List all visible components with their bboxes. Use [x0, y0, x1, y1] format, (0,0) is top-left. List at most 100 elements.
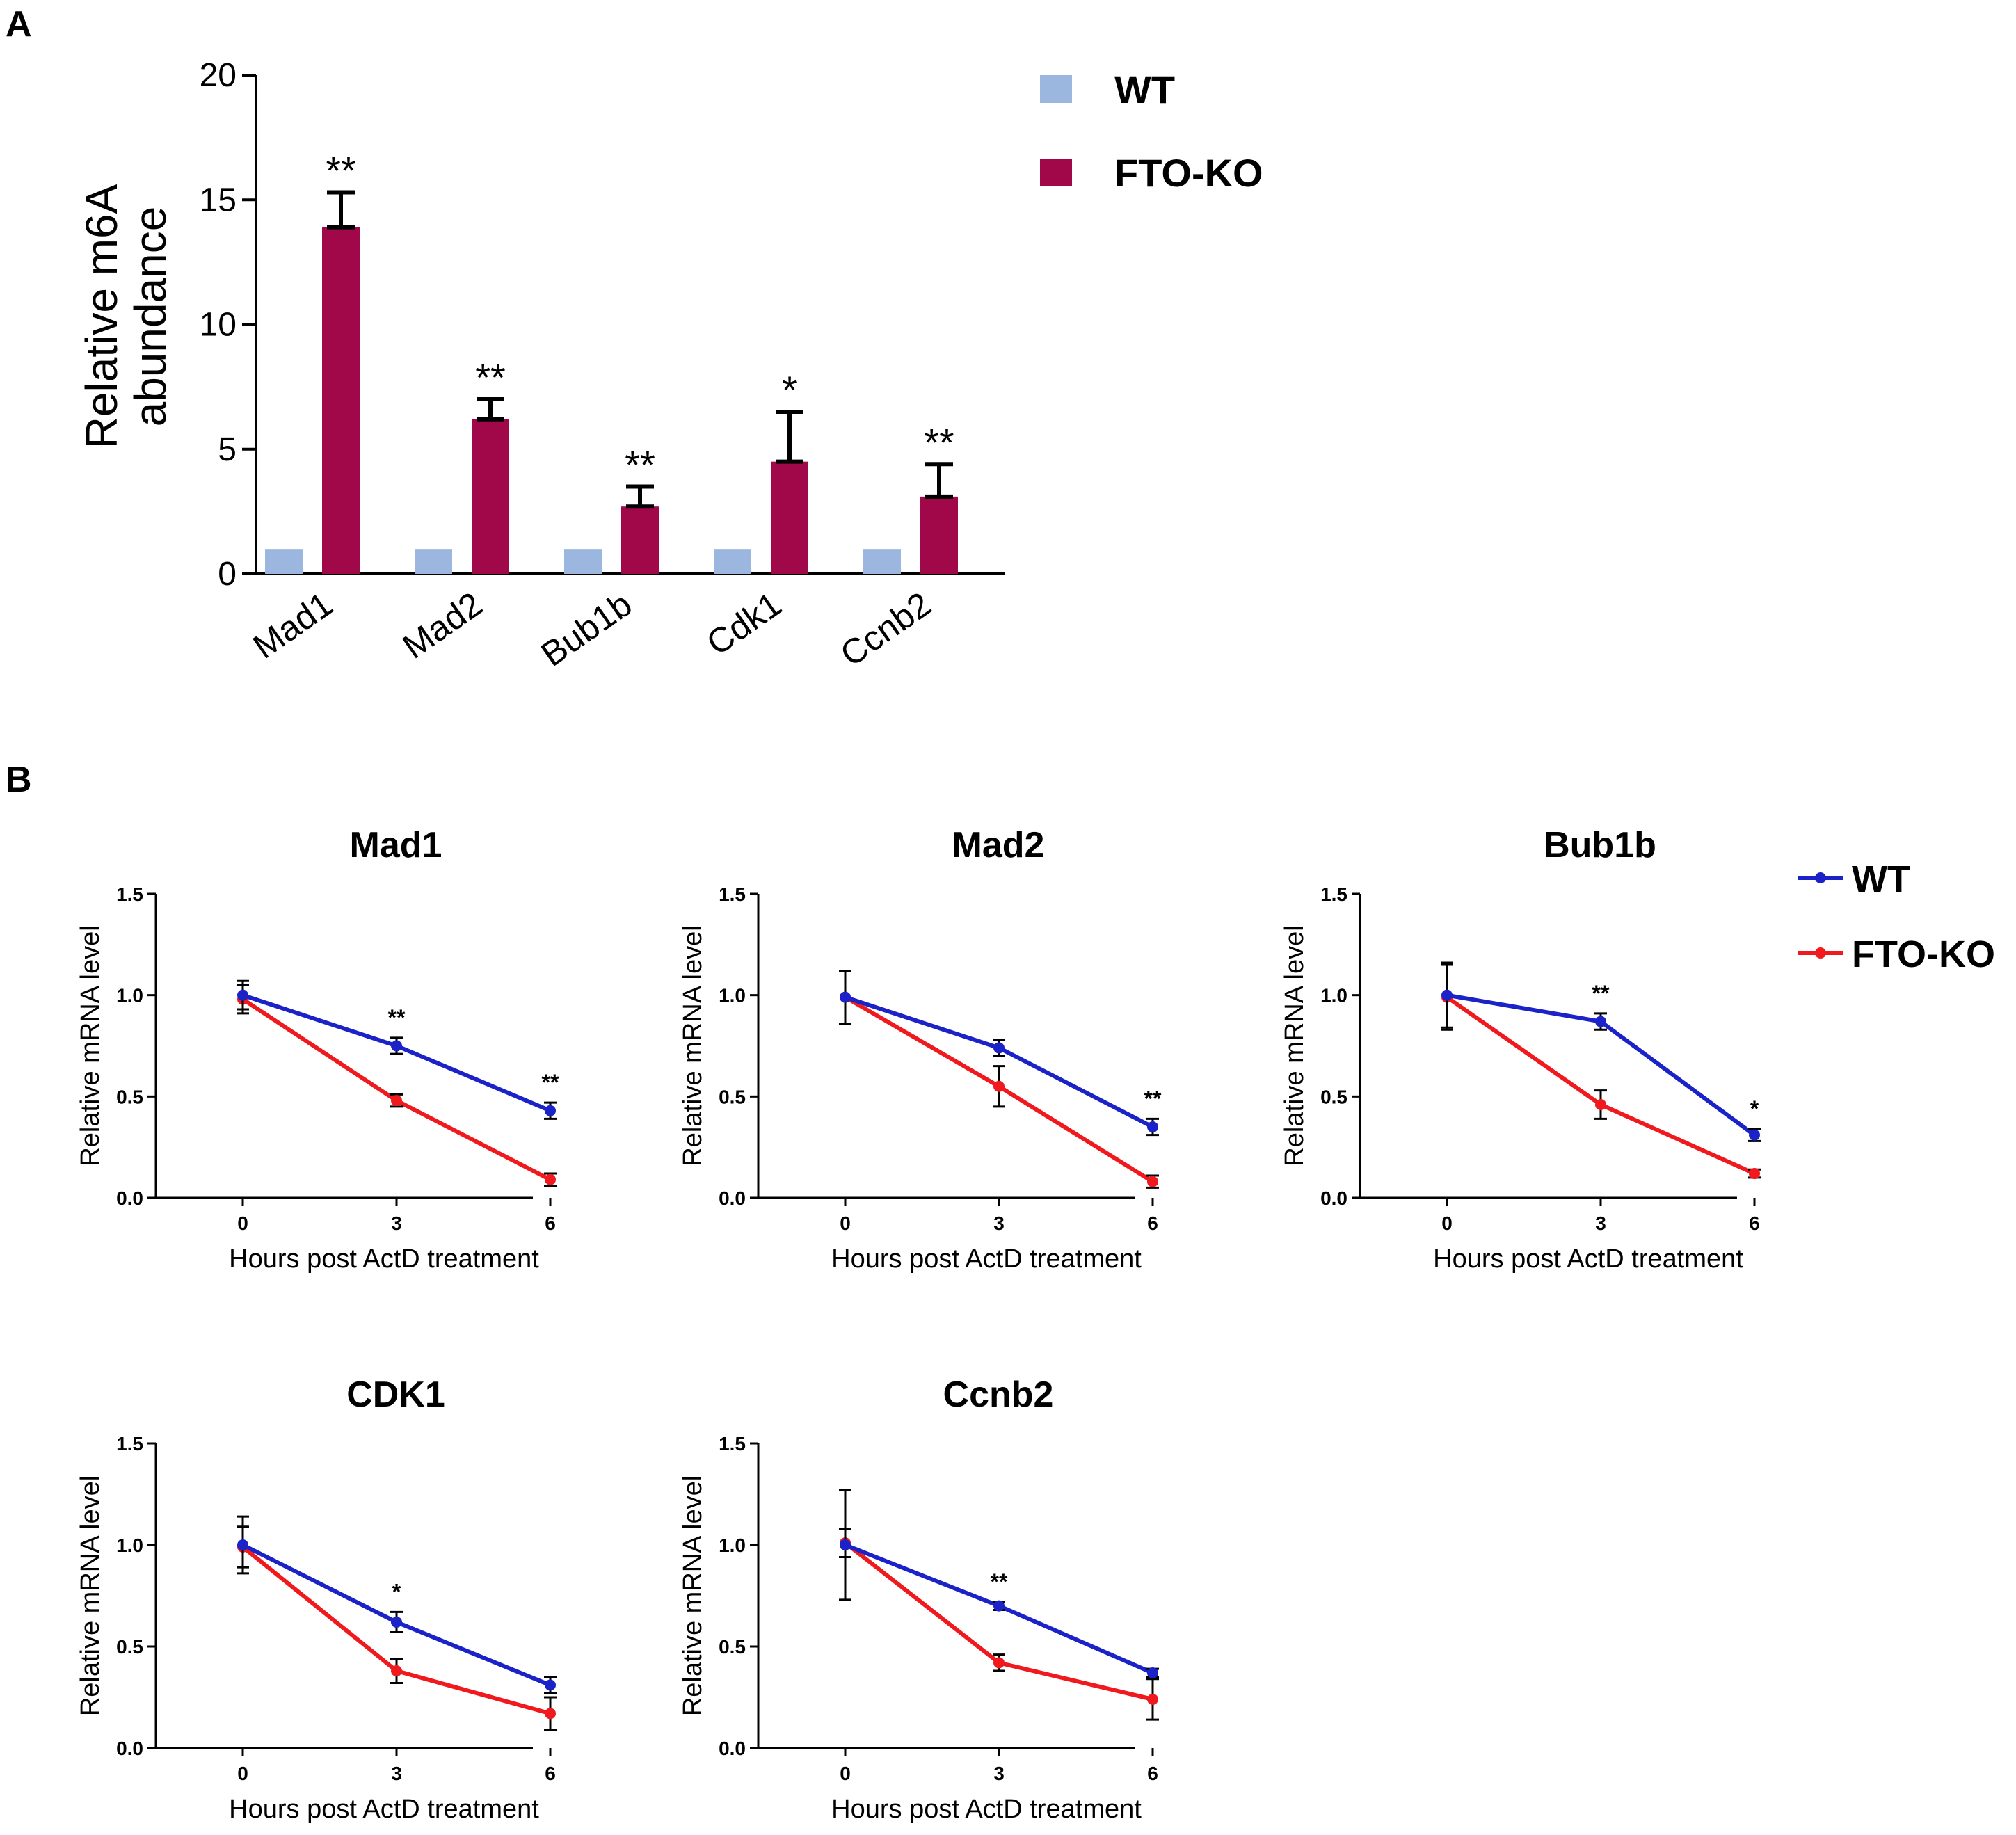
y-axis-title: Relative mRNA level	[76, 1475, 105, 1716]
x-axis-title: Hours post ActD treatment	[1433, 1244, 1743, 1274]
data-point-fto-ko	[1749, 1168, 1760, 1180]
significance-marker: **	[924, 420, 954, 464]
bar-xtick-label: Ccnb2	[833, 584, 938, 674]
bar-wt	[415, 549, 452, 574]
ytick-label: 1.5	[1320, 883, 1347, 905]
xtick-label: 0	[237, 1763, 248, 1784]
bar-xtick-label: Mad2	[396, 584, 490, 666]
legend-marker-wt	[1815, 872, 1826, 883]
bar-fto-ko	[322, 227, 360, 574]
bar-fto-ko	[472, 419, 509, 574]
ytick-label: 1.5	[116, 1433, 143, 1455]
bar-group-mad2: ** Mad2	[396, 355, 509, 666]
bar-group-ccnb2: ** Ccnb2	[833, 420, 958, 674]
x-axis-title: Hours post ActD treatment	[831, 1244, 1142, 1274]
bar-wt	[564, 549, 602, 574]
data-point-fto-ko	[545, 1708, 556, 1720]
data-point-wt	[1147, 1667, 1158, 1678]
ytick-label: 0.5	[116, 1086, 143, 1107]
bar-ytick-label: 5	[218, 431, 237, 468]
bar-wt	[863, 549, 901, 574]
bar-xtick-label: Cdk1	[700, 584, 789, 663]
significance-marker: **	[1144, 1086, 1162, 1111]
data-point-fto-ko	[993, 1657, 1005, 1669]
data-point-wt	[545, 1105, 556, 1116]
subplot-title: Bub1b	[1544, 825, 1656, 865]
legend-marker-fto-ko	[1815, 947, 1826, 959]
data-point-fto-ko	[391, 1095, 402, 1107]
x-axis-title: Hours post ActD treatment	[229, 1795, 539, 1824]
panel-label-b: B	[6, 760, 32, 800]
xtick-label: 6	[545, 1763, 556, 1784]
line-legend: WT FTO-KO	[1798, 858, 1995, 975]
data-point-wt	[993, 1600, 1005, 1612]
data-point-fto-ko	[545, 1173, 556, 1185]
ytick-label: 1.0	[116, 1534, 143, 1556]
xtick-label: 0	[237, 1212, 248, 1234]
xtick-label: 3	[391, 1763, 402, 1784]
data-point-fto-ko	[391, 1665, 402, 1677]
legend-label-wt: WT	[1852, 858, 1910, 900]
bar-ylabel-line: abundance	[125, 207, 175, 427]
data-point-wt	[840, 1539, 851, 1550]
data-point-wt	[993, 1042, 1005, 1054]
xtick-label: 3	[1595, 1212, 1606, 1234]
xtick-label: 3	[391, 1212, 402, 1234]
legend-label-wt: WT	[1114, 67, 1175, 111]
legend-label-fto-ko: FTO-KO	[1852, 933, 1995, 975]
data-point-fto-ko	[1147, 1693, 1158, 1705]
ytick-label: 0.0	[719, 1738, 746, 1759]
data-point-wt	[840, 991, 851, 1003]
xtick-label: 0	[1441, 1212, 1453, 1234]
bar-ytick-label: 20	[200, 57, 237, 94]
ytick-label: 0.0	[719, 1187, 746, 1209]
data-point-fto-ko	[1595, 1098, 1606, 1110]
xtick-label: 3	[993, 1763, 1005, 1784]
significance-marker: **	[542, 1070, 559, 1095]
line-chart-cdk1: CDK1 0.0 0.5 1.0 1.5 0 3 6 Hours post ActD treat…	[76, 1375, 557, 1824]
y-axis-title: Relative mRNA level	[678, 925, 707, 1166]
data-point-wt	[1147, 1121, 1158, 1133]
x-axis-title: Hours post ActD treatment	[831, 1795, 1142, 1824]
data-point-wt	[545, 1679, 556, 1691]
bar-xtick-label: Mad1	[246, 584, 340, 666]
significance-marker: *	[782, 368, 797, 412]
subplot-title: Mad1	[350, 825, 442, 865]
data-point-wt	[237, 1539, 248, 1550]
subplot-title: Ccnb2	[943, 1375, 1054, 1415]
bar-legend: WT FTO-KO	[1040, 67, 1263, 195]
data-point-wt	[1441, 989, 1453, 1001]
ytick-label: 0.5	[719, 1636, 746, 1658]
data-point-wt	[391, 1040, 402, 1052]
xtick-label: 6	[545, 1212, 556, 1234]
line-chart-bub1b: Bub1b 0.0 0.5 1.0 1.5 0 3 6 Hours post ActD trea…	[1280, 825, 1761, 1274]
data-point-wt	[237, 989, 248, 1001]
series-line-fto-ko	[844, 1541, 1153, 1701]
ytick-label: 0.0	[116, 1187, 143, 1209]
line-charts-mrna: Mad1 0.0 0.5 1.0 1.5 0 3 6 Hours post ActD treat…	[76, 825, 1761, 1824]
y-axis-title: Relative mRNA level	[76, 925, 105, 1166]
subplot-title: Mad2	[952, 825, 1045, 865]
bar-wt	[265, 549, 303, 574]
bar-ytick-label: 10	[200, 307, 237, 344]
bar-fto-ko	[920, 496, 958, 574]
xtick-label: 6	[1749, 1212, 1760, 1234]
xtick-label: 3	[993, 1212, 1005, 1234]
bar-ylabel: Relative m6Aabundance	[77, 184, 175, 449]
significance-marker: **	[991, 1569, 1008, 1594]
significance-marker: *	[392, 1579, 401, 1604]
x-axis-title: Hours post ActD treatment	[229, 1244, 539, 1274]
ytick-label: 0.0	[1320, 1187, 1347, 1209]
significance-marker: *	[1750, 1096, 1759, 1121]
legend-swatch-fto-ko	[1040, 159, 1072, 186]
legend-swatch-wt	[1040, 75, 1072, 103]
data-point-fto-ko	[1147, 1176, 1158, 1187]
subplot-title: CDK1	[346, 1375, 445, 1415]
data-point-fto-ko	[993, 1080, 1005, 1092]
bar-xtick-label: Bub1b	[534, 584, 639, 674]
ytick-label: 0.5	[1320, 1086, 1347, 1107]
bar-ytick-label: 15	[200, 182, 237, 218]
ytick-label: 0.0	[116, 1738, 143, 1759]
